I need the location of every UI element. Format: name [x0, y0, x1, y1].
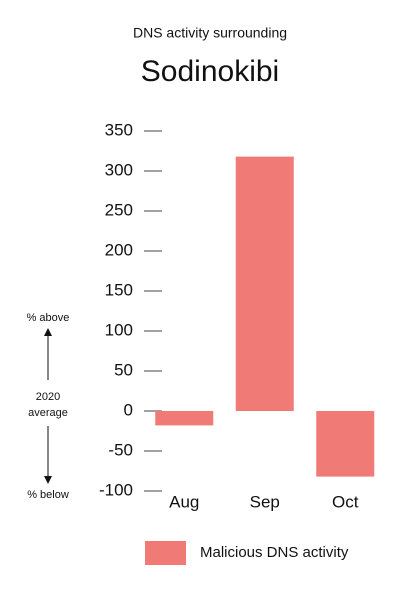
y-tick-label: 200: [105, 240, 133, 259]
annotation-average: average: [28, 407, 68, 419]
y-tick-label: 300: [105, 160, 133, 179]
legend-swatch: [145, 541, 186, 565]
bar: [235, 156, 294, 411]
annotation-average: 2020: [36, 391, 60, 403]
y-tick-label: 50: [114, 360, 133, 379]
chart-title: Sodinokibi: [141, 55, 279, 88]
y-tick-label: 350: [105, 120, 133, 139]
y-tick-label: 100: [105, 320, 133, 339]
chart-subtitle: DNS activity surrounding: [133, 25, 287, 41]
legend-label: Malicious DNS activity: [200, 544, 349, 561]
annotation-below: % below: [27, 489, 69, 501]
x-tick-label: Oct: [332, 492, 359, 511]
y-tick-label: 150: [105, 280, 133, 299]
y-tick-label: -100: [99, 480, 133, 499]
x-tick-label: Sep: [250, 492, 280, 511]
x-tick-label: Aug: [169, 492, 199, 511]
y-tick-label: 250: [105, 200, 133, 219]
bar: [155, 411, 214, 426]
y-tick-label: 0: [124, 400, 133, 419]
y-tick-label: -50: [108, 440, 133, 459]
annotation-above: % above: [27, 312, 70, 324]
bar: [316, 411, 375, 477]
